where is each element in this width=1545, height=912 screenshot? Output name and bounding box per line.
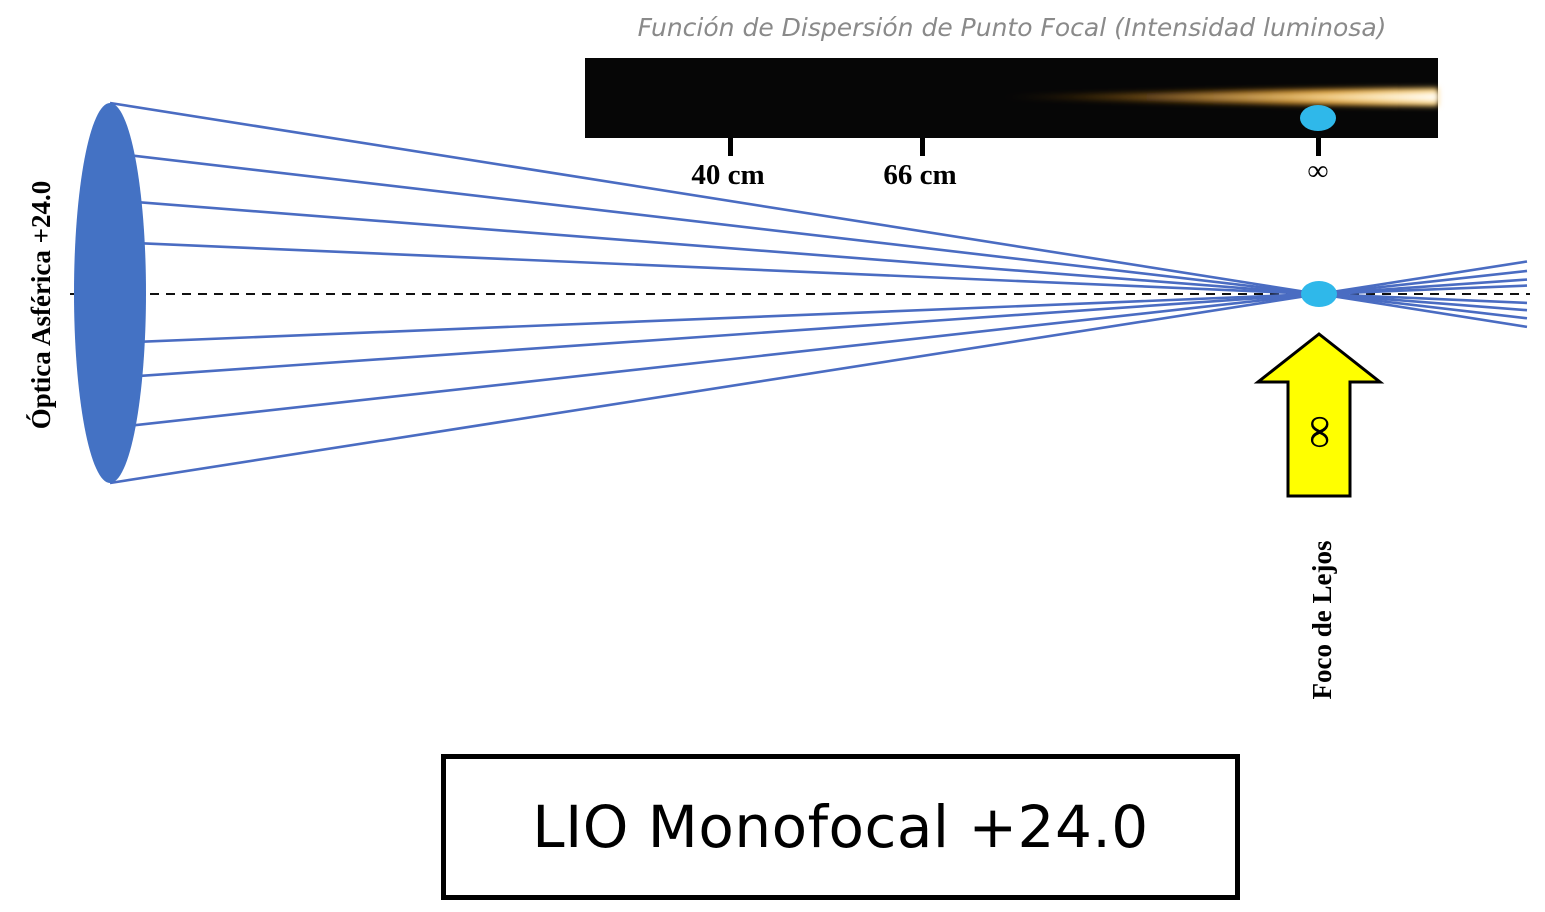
far-focus-arrow: ∞ bbox=[1253, 332, 1385, 498]
caption-box: LIO Monofocal +24.0 bbox=[441, 754, 1240, 900]
caption-title: LIO Monofocal +24.0 bbox=[532, 793, 1149, 861]
psf-strip bbox=[585, 58, 1438, 138]
light-ray bbox=[109, 240, 1528, 305]
aspheric-lens bbox=[74, 103, 146, 483]
tick-40cm bbox=[728, 138, 733, 156]
psf-focal-dot bbox=[1300, 105, 1336, 131]
far-focus-label: Foco de Lejos bbox=[1307, 541, 1337, 700]
psf-title: Función de Dispersión de Punto Focal (In… bbox=[638, 13, 1387, 42]
light-rays bbox=[109, 101, 1528, 485]
light-ray bbox=[109, 260, 1528, 485]
lens-label: Óptica Asférica +24.0 bbox=[26, 181, 56, 430]
focal-point bbox=[1301, 281, 1337, 307]
tick-label-66cm: 66 cm bbox=[883, 159, 956, 191]
arrow-infinity-symbol: ∞ bbox=[1292, 416, 1343, 449]
tick-label-40cm: 40 cm bbox=[691, 159, 764, 191]
tick-infinity bbox=[1316, 138, 1321, 156]
psf-glow-core bbox=[1060, 92, 1438, 102]
psf-ticks: 40 cm 66 cm ∞ bbox=[691, 138, 1328, 191]
tick-label-infinity: ∞ bbox=[1308, 155, 1329, 187]
tick-66cm bbox=[920, 138, 925, 156]
